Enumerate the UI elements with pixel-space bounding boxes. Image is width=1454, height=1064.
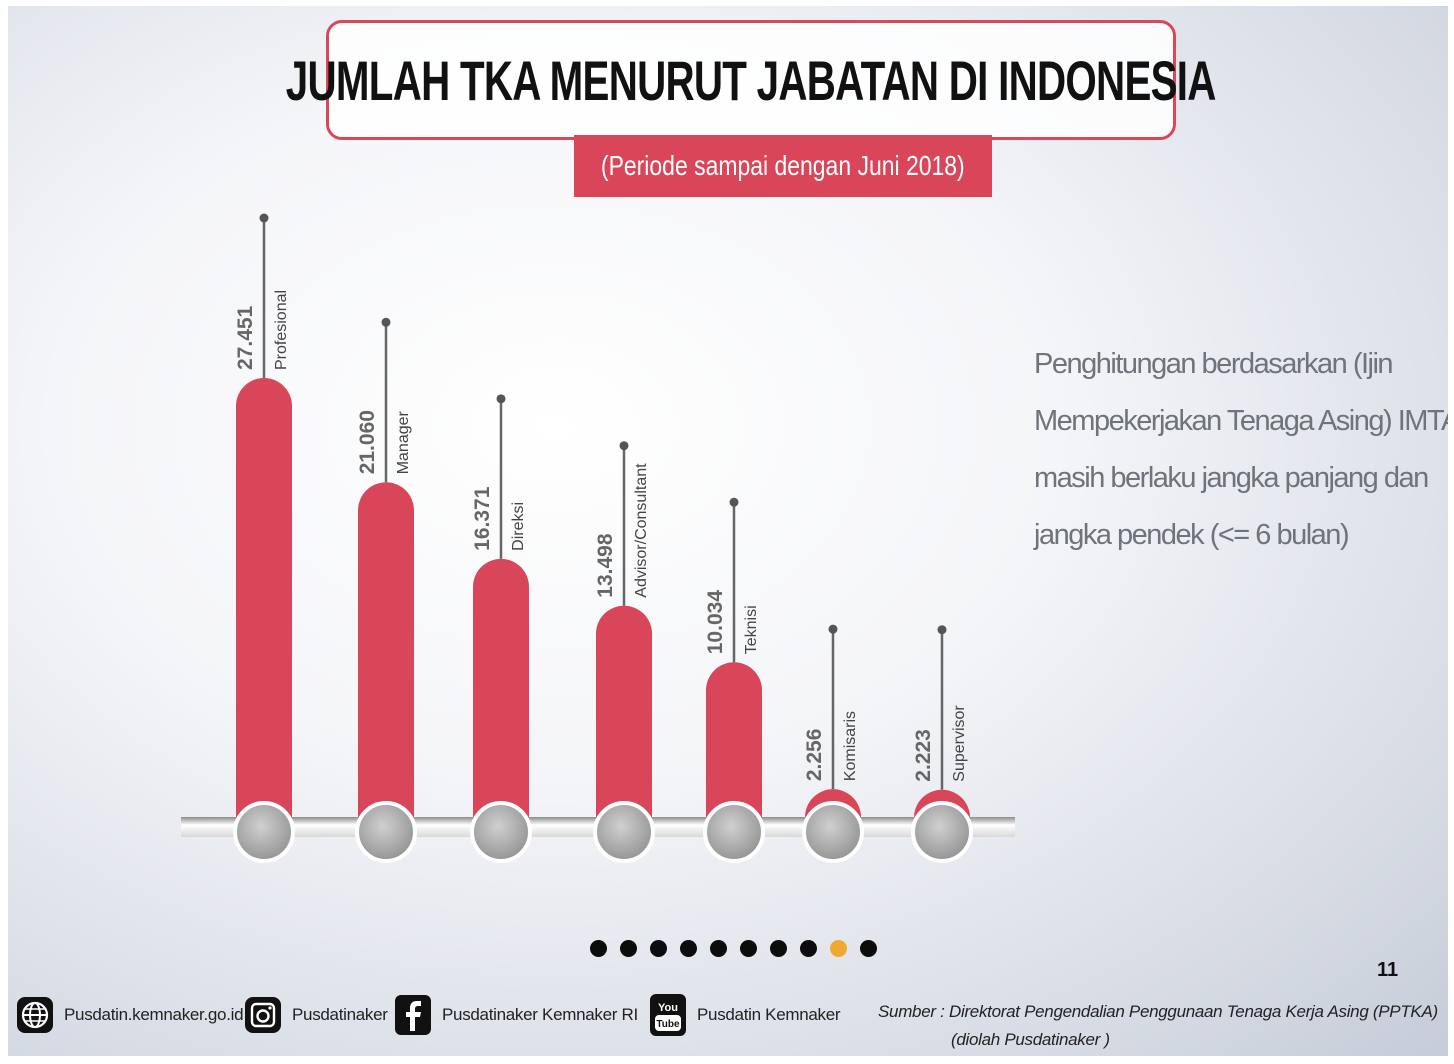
- bar-base-circle: [911, 801, 973, 863]
- bar-group: 2.223 Supervisor: [911, 625, 973, 863]
- social-website[interactable]: Pusdatin.kemnaker.go.id: [16, 994, 244, 1036]
- instagram-label: Pusdatinaker: [292, 1005, 388, 1024]
- category-label: Supervisor: [951, 705, 968, 782]
- stem-dot: [937, 625, 947, 635]
- bar-base-circle: [593, 801, 655, 863]
- social-facebook[interactable]: Pusdatinaker Kemnaker RI: [394, 994, 638, 1036]
- stem-dot: [381, 317, 391, 327]
- note-text: Penghitungan berdasarkan (Ijin Mempekerj…: [1034, 336, 1448, 564]
- value-label: 13.498: [594, 533, 617, 598]
- instagram-icon: [244, 994, 282, 1036]
- stem-dot: [729, 497, 739, 507]
- category-label: Manager: [395, 410, 412, 474]
- stem-dot: [259, 213, 269, 223]
- category-label: Direksi: [510, 502, 527, 551]
- pagination-dot[interactable]: [830, 940, 847, 957]
- bar-group: 13.498 Advisor/Consultant: [593, 441, 655, 863]
- bar-base-circle: [470, 801, 532, 863]
- pagination-dot[interactable]: [710, 940, 727, 957]
- pagination-dot[interactable]: [800, 940, 817, 957]
- stem-dot: [828, 624, 838, 634]
- category-label: Komisaris: [842, 711, 859, 781]
- bar-group: 16.371 Direksi: [470, 394, 532, 863]
- category-label: Profesional: [273, 290, 290, 370]
- website-label: Pusdatin.kemnaker.go.id: [64, 1005, 244, 1024]
- note-line: Mempekerjakan Tenaga Asing) IMTA: [1034, 405, 1448, 437]
- pagination-dot[interactable]: [770, 940, 787, 957]
- pagination-dot[interactable]: [620, 940, 637, 957]
- subtitle-box: (Periode sampai dengan Juni 2018): [574, 135, 992, 197]
- pagination-dots: [590, 940, 877, 957]
- chart-title: JUMLAH TKA MENURUT JABATAN DI INDONESIA: [286, 48, 1217, 112]
- svg-text:Tube: Tube: [656, 1019, 680, 1030]
- value-label: 27.451: [234, 305, 257, 370]
- note-line: jangka pendek (<= 6 bulan): [1034, 519, 1350, 551]
- facebook-label: Pusdatinaker Kemnaker RI: [442, 1005, 638, 1024]
- pagination-dot[interactable]: [740, 940, 757, 957]
- page-number: 11: [1377, 959, 1399, 981]
- bar-group: 21.060 Manager: [355, 317, 417, 863]
- note-line: masih berlaku jangka panjang dan: [1034, 462, 1429, 494]
- bar-base-circle: [703, 801, 765, 863]
- pagination-dot[interactable]: [860, 940, 877, 957]
- youtube-icon: You Tube: [649, 994, 687, 1036]
- bar-group: 10.034 Teknisi: [703, 497, 765, 863]
- bar: [236, 378, 292, 826]
- facebook-icon: [394, 994, 432, 1036]
- source-line-2: (diolah Pusdatinaker ): [951, 1030, 1110, 1049]
- value-label: 2.256: [803, 729, 826, 782]
- globe-icon: [16, 994, 54, 1036]
- footer: Pusdatin.kemnaker.go.id Pusdatinaker: [8, 988, 1448, 1056]
- source-text: Sumber : Direktorat Pengendalian Penggun…: [878, 998, 1438, 1054]
- bar: [358, 482, 414, 826]
- bar-base-circle: [355, 801, 417, 863]
- value-label: 10.034: [704, 590, 727, 655]
- youtube-label: Pusdatin Kemnaker: [697, 1005, 841, 1024]
- social-instagram[interactable]: Pusdatinaker: [244, 994, 388, 1036]
- bar-group: 27.451 Profesional: [233, 213, 295, 863]
- pagination-dot[interactable]: [680, 940, 697, 957]
- value-label: 2.223: [912, 729, 935, 782]
- bar: [596, 605, 652, 826]
- bar: [473, 558, 529, 826]
- note-line: Penghitungan berdasarkan (Ijin: [1034, 348, 1394, 380]
- source-line-1: Sumber : Direktorat Pengendalian Penggun…: [878, 1002, 1438, 1021]
- bar-chart: 27.451 Profesional 21.060 Manager 16.371 Dire…: [181, 213, 1015, 863]
- svg-text:You: You: [658, 1002, 678, 1014]
- bar-group: 2.256 Komisaris: [802, 624, 864, 863]
- pagination-dot[interactable]: [590, 940, 607, 957]
- value-label: 21.060: [356, 410, 379, 474]
- stem-dot: [619, 441, 629, 451]
- pagination-dot[interactable]: [650, 940, 667, 957]
- bar-base-circle: [233, 801, 295, 863]
- category-label: Teknisi: [743, 605, 760, 654]
- social-youtube[interactable]: You Tube Pusdatin Kemnaker: [649, 994, 841, 1036]
- bar: [706, 662, 762, 826]
- chart-subtitle: (Periode sampai dengan Juni 2018): [601, 150, 965, 181]
- slide: JUMLAH TKA MENURUT JABATAN DI INDONESIA …: [8, 6, 1448, 1056]
- value-label: 16.371: [471, 486, 494, 551]
- title-box: JUMLAH TKA MENURUT JABATAN DI INDONESIA: [286, 20, 1217, 140]
- bar-base-circle: [802, 801, 864, 863]
- stem-dot: [496, 394, 506, 404]
- category-label: Advisor/Consultant: [633, 463, 650, 598]
